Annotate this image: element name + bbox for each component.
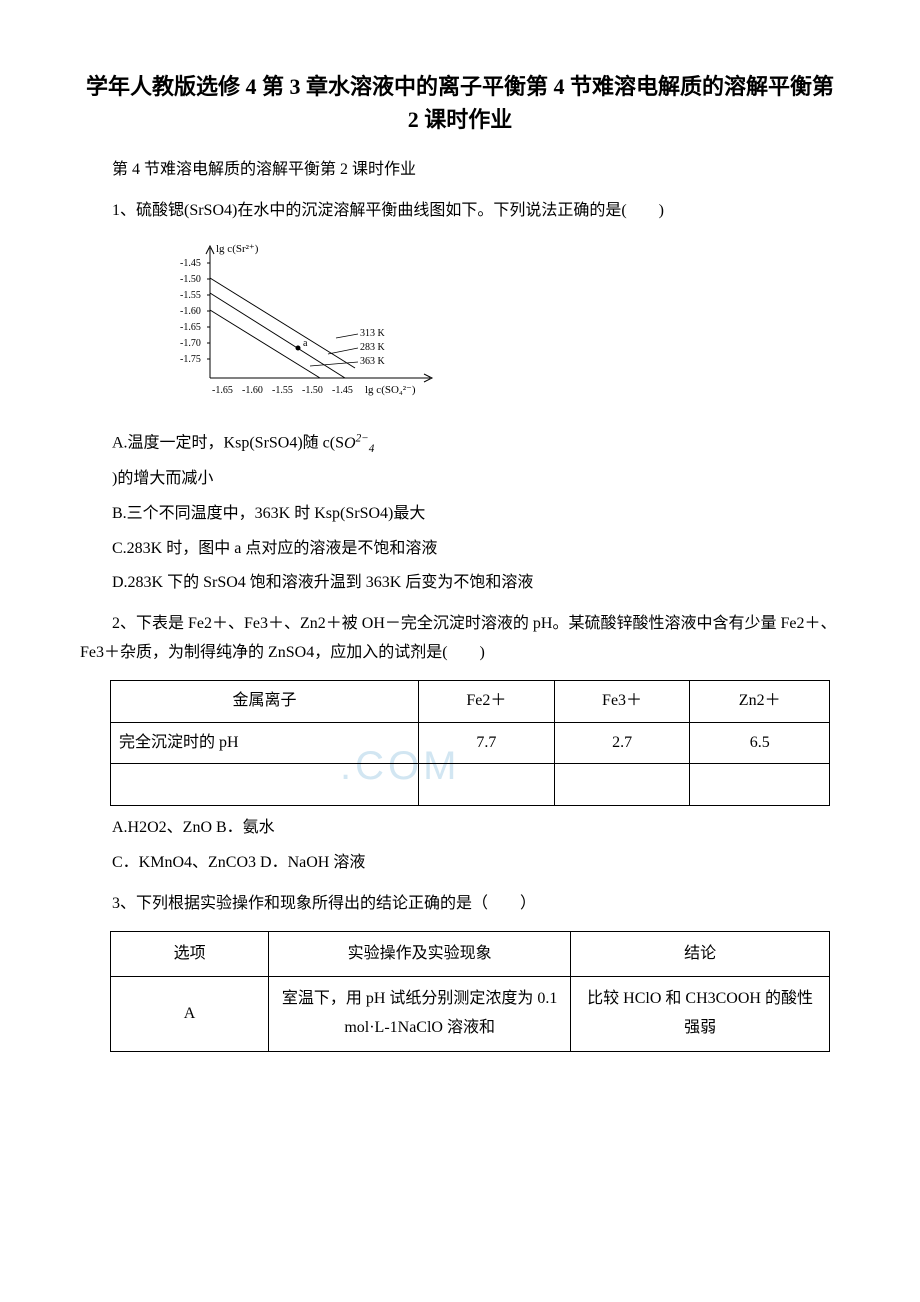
q1-option-c: C.283K 时，图中 a 点对应的溶液是不饱和溶液 (80, 535, 840, 564)
chart-xlabel: lg c(SO₄²⁻) (365, 384, 416, 396)
xtick-1: -1.60 (242, 385, 263, 396)
line-label-1: 283 K (360, 342, 386, 353)
q3-rowA-1: 室温下，用 pH 试纸分别测定浓度为 0.1 mol·L-1NaClO 溶液和 (269, 977, 571, 1052)
ytick-0: -1.45 (180, 258, 201, 269)
q2-th-1: Fe2＋ (419, 680, 555, 722)
q1-chart: lg c(Sr²⁺) -1.45 -1.50 -1.55 -1.60 -1.65… (160, 238, 840, 419)
q2-th-0: 金属离子 (111, 680, 419, 722)
q2-blank-1 (419, 764, 555, 806)
q2-th-2: Fe3＋ (554, 680, 690, 722)
q1-option-d: D.283K 下的 SrSO4 饱和溶液升温到 363K 后变为不饱和溶液 (80, 569, 840, 598)
q1-optA-supnum: 2− (356, 432, 369, 444)
ytick-2: -1.55 (180, 290, 201, 301)
q2-row1-label: 完全沉淀时的 pH (111, 722, 419, 764)
q2-row1-2: 6.5 (690, 722, 830, 764)
q1-optA-sub: 4 (369, 443, 375, 455)
q1-option-a: A.温度一定时，Ksp(SrSO4)随 c(SO2−4 (80, 428, 840, 459)
q3-rowA-0: A (111, 977, 269, 1052)
q2-table: 金属离子 Fe2＋ Fe3＋ Zn2＋ 完全沉淀时的 pH 7.7 2.7 6.… (110, 680, 830, 806)
q2-row1-0: 7.7 (419, 722, 555, 764)
xtick-4: -1.45 (332, 385, 353, 396)
intro-text: 第 4 节难溶电解质的溶解平衡第 2 课时作业 (80, 156, 840, 185)
q2-th-3: Zn2＋ (690, 680, 830, 722)
q2-blank-2 (554, 764, 690, 806)
xtick-3: -1.50 (302, 385, 323, 396)
q1-stem: 1、硫酸锶(SrSO4)在水中的沉淀溶解平衡曲线图如下。下列说法正确的是( ) (80, 197, 840, 226)
q1-optA-prefix: A.温度一定时，Ksp(SrSO4)随 c(S (112, 435, 344, 452)
page-title: 学年人教版选修 4 第 3 章水溶液中的离子平衡第 4 节难溶电解质的溶解平衡第… (80, 70, 840, 136)
ytick-3: -1.60 (180, 306, 201, 317)
chart-ylabel: lg c(Sr²⁺) (216, 243, 259, 255)
xtick-0: -1.65 (212, 385, 233, 396)
q3-rowA-2: 比较 HClO 和 CH3COOH 的酸性强弱 (571, 977, 830, 1052)
xtick-2: -1.55 (272, 385, 293, 396)
line-label-0: 313 K (360, 328, 386, 339)
q2-blank-3 (690, 764, 830, 806)
q2-option-ab: A.H2O2、ZnO B．氨水 (80, 814, 840, 843)
ytick-4: -1.65 (180, 322, 201, 333)
q2-stem: 2、下表是 Fe2＋、Fe3＋、Zn2＋被 OH－完全沉淀时溶液的 pH。某硫酸… (80, 610, 840, 668)
ytick-1: -1.50 (180, 274, 201, 285)
q3-th-1: 实验操作及实验现象 (269, 931, 571, 977)
ytick-5: -1.70 (180, 338, 201, 349)
q2-row1-1: 2.7 (554, 722, 690, 764)
q3-stem: 3、下列根据实验操作和现象所得出的结论正确的是（ ） (80, 890, 840, 919)
q1-optA-O: O (344, 435, 356, 452)
ytick-6: -1.75 (180, 354, 201, 365)
point-a-label: a (303, 338, 308, 349)
q2-blank-0 (111, 764, 419, 806)
line-label-2: 363 K (360, 356, 386, 367)
q3-th-0: 选项 (111, 931, 269, 977)
q1-option-a-suffix: )的增大而减小 (80, 465, 840, 494)
q3-th-2: 结论 (571, 931, 830, 977)
q2-option-cd: C．KMnO4、ZnCO3 D．NaOH 溶液 (80, 849, 840, 878)
q3-table: 选项 实验操作及实验现象 结论 A 室温下，用 pH 试纸分别测定浓度为 0.1… (110, 931, 830, 1052)
q1-option-b: B.三个不同温度中，363K 时 Ksp(SrSO4)最大 (80, 500, 840, 529)
